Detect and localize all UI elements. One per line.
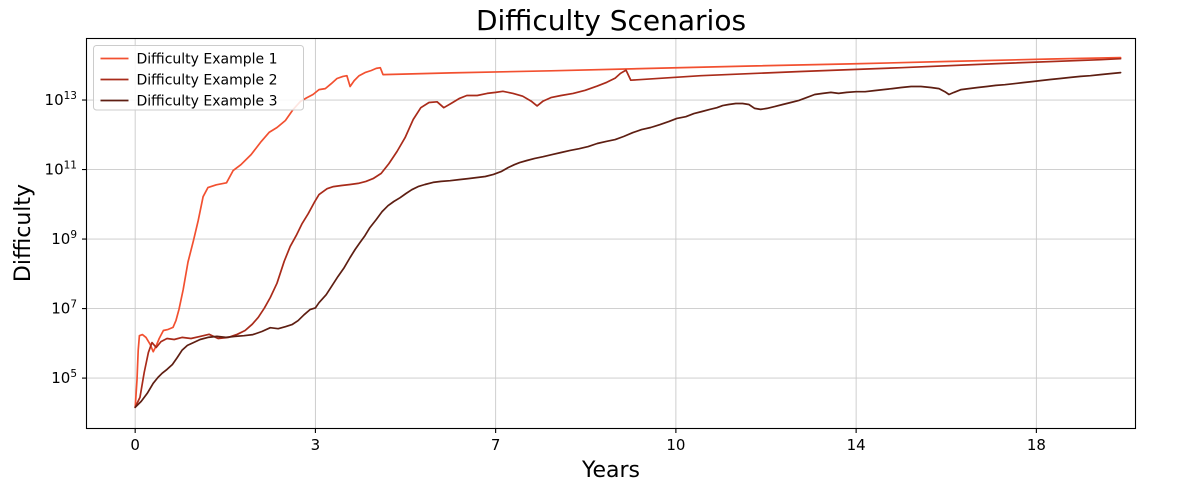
legend-box xyxy=(93,45,304,111)
series-difficulty-example-1 xyxy=(134,56,1122,409)
x-tick-label: 0 xyxy=(130,436,140,454)
series-layer xyxy=(134,56,1122,409)
x-tick-label: 3 xyxy=(311,436,321,454)
chart-title: Difficulty Scenarios xyxy=(476,4,746,37)
legend-label: Difficulty Example 3 xyxy=(137,94,278,110)
legend-label: Difficulty Example 1 xyxy=(137,52,278,68)
y-tick-label: 105 xyxy=(51,368,77,387)
x-tick-label: 18 xyxy=(1027,436,1046,454)
y-axis-label: Difficulty xyxy=(11,184,36,282)
y-tick-label: 109 xyxy=(51,229,77,248)
x-tick-label: 14 xyxy=(847,436,866,454)
x-axis-label: Years xyxy=(581,458,640,483)
y-tick-label: 1013 xyxy=(45,90,77,109)
legend: Difficulty Example 1 Difficulty Example 2… xyxy=(93,45,304,111)
series-difficulty-example-2 xyxy=(134,57,1122,409)
plot-border xyxy=(85,37,1137,430)
legend-label: Difficulty Example 2 xyxy=(137,73,278,89)
x-tick-label: 7 xyxy=(491,436,501,454)
y-tick-label: 1011 xyxy=(45,160,77,179)
x-tick-label: 10 xyxy=(666,436,685,454)
y-tick-label: 107 xyxy=(51,299,77,318)
series-difficulty-example-3 xyxy=(134,71,1122,409)
axis-layer: 0 3 7 10 14 18 105 107 109 1011 1013 xyxy=(45,37,1137,454)
